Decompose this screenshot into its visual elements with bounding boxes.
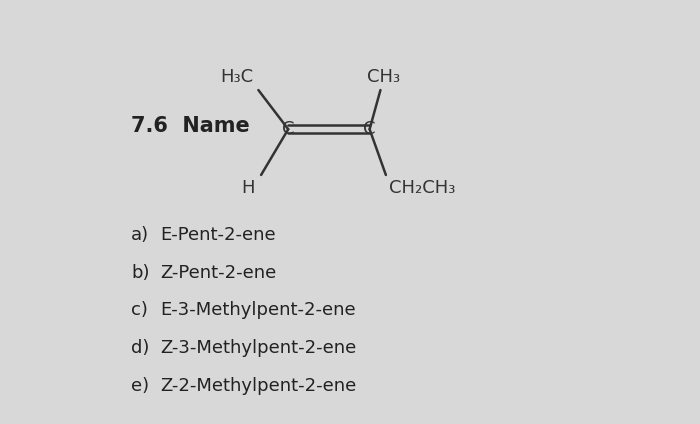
Text: d): d) bbox=[131, 339, 149, 357]
Text: C: C bbox=[363, 120, 376, 138]
Text: CH₃: CH₃ bbox=[367, 68, 400, 86]
Text: H: H bbox=[241, 179, 254, 197]
Text: e): e) bbox=[131, 377, 149, 394]
Text: E-Pent-2-ene: E-Pent-2-ene bbox=[161, 226, 276, 244]
Text: 7.6  Name: 7.6 Name bbox=[131, 116, 250, 136]
Text: Z-3-Methylpent-2-ene: Z-3-Methylpent-2-ene bbox=[161, 339, 357, 357]
Text: Z-Pent-2-ene: Z-Pent-2-ene bbox=[161, 264, 277, 282]
Text: H₃C: H₃C bbox=[220, 68, 253, 86]
Text: a): a) bbox=[131, 226, 149, 244]
Text: Z-2-Methylpent-2-ene: Z-2-Methylpent-2-ene bbox=[161, 377, 357, 394]
Text: CH₂CH₃: CH₂CH₃ bbox=[389, 179, 455, 197]
Text: b): b) bbox=[131, 264, 149, 282]
Text: E-3-Methylpent-2-ene: E-3-Methylpent-2-ene bbox=[161, 301, 356, 319]
Text: C: C bbox=[282, 120, 295, 138]
Text: c): c) bbox=[131, 301, 148, 319]
